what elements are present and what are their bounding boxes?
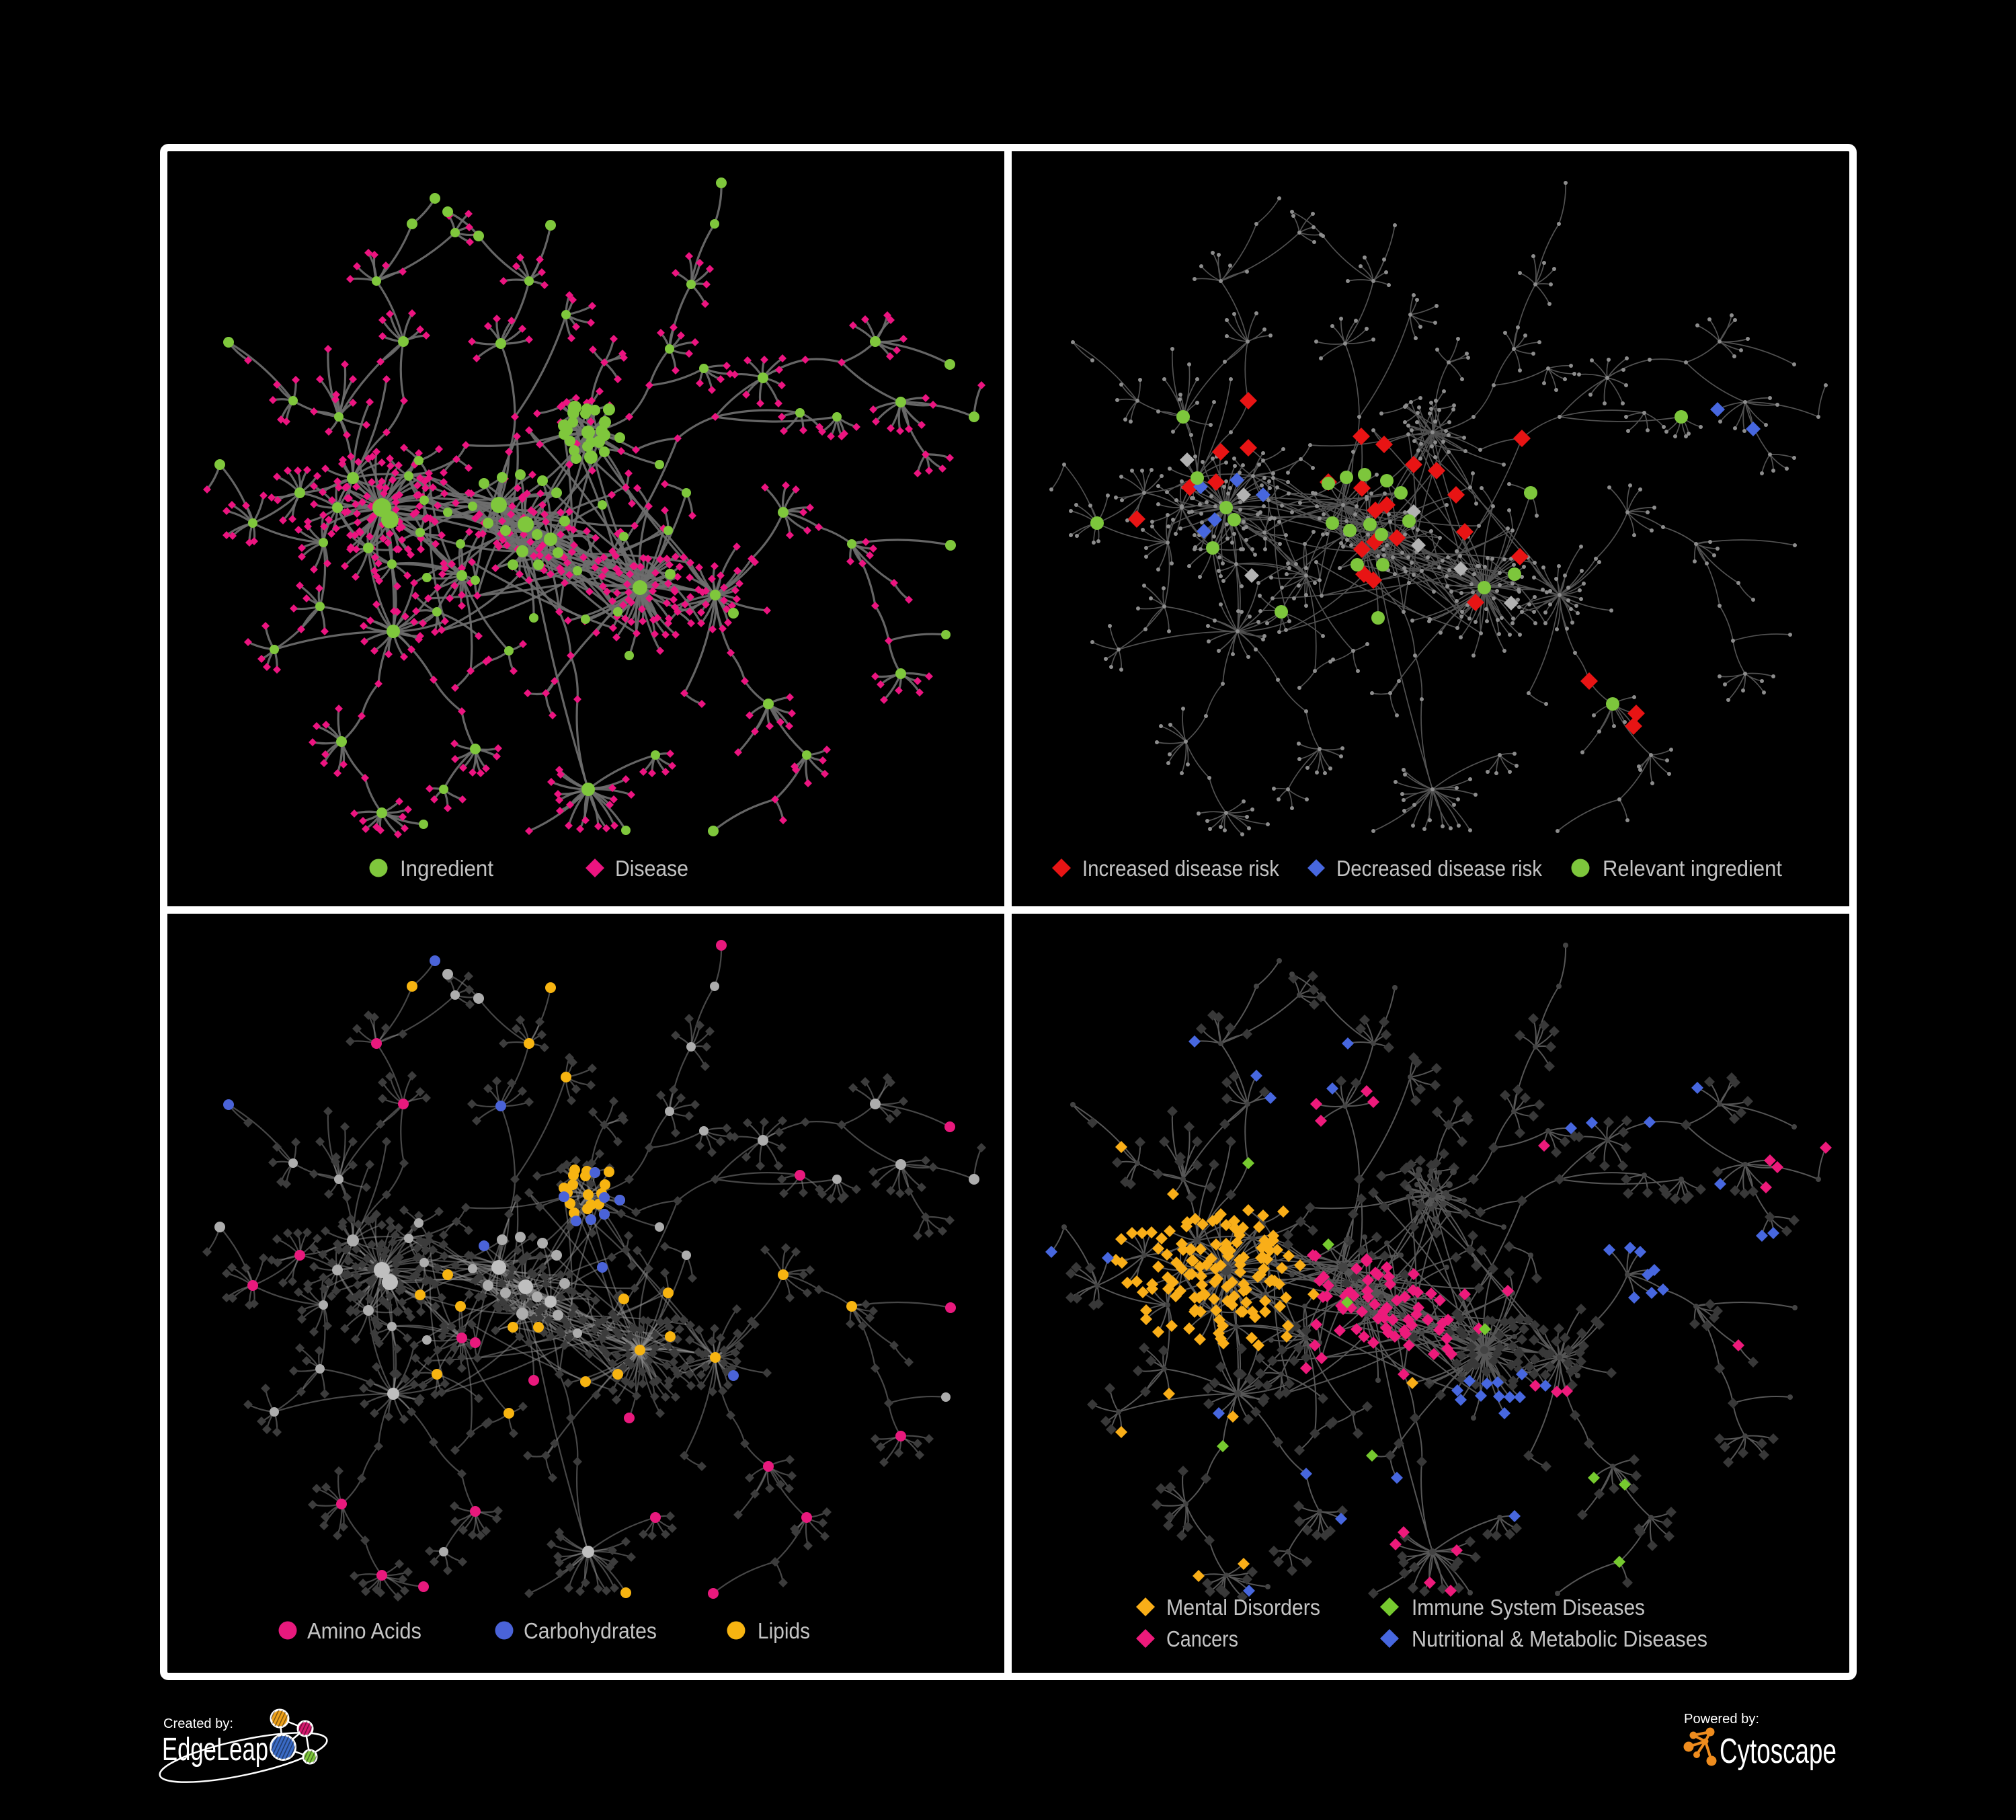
svg-text:Created by:: Created by:	[163, 1716, 233, 1731]
svg-text:Cancers: Cancers	[1166, 1626, 1238, 1651]
svg-text:Mental Disorders: Mental Disorders	[1166, 1595, 1320, 1620]
svg-text:Disease: Disease	[615, 856, 688, 881]
svg-text:Cytoscape: Cytoscape	[1720, 1732, 1837, 1771]
svg-text:Immune System Diseases: Immune System Diseases	[1412, 1595, 1645, 1620]
svg-text:Amino Acids: Amino Acids	[307, 1618, 421, 1643]
svg-text:Nutritional & Metabolic Diseas: Nutritional & Metabolic Diseases	[1412, 1626, 1707, 1651]
svg-text:Increased disease risk: Increased disease risk	[1082, 856, 1279, 881]
svg-text:Decreased disease risk: Decreased disease risk	[1336, 856, 1542, 881]
svg-text:Lipids: Lipids	[758, 1618, 810, 1643]
svg-text:EdgeLeap: EdgeLeap	[162, 1732, 268, 1768]
svg-text:Relevant ingredient: Relevant ingredient	[1603, 856, 1782, 881]
svg-text:Powered by:: Powered by:	[1684, 1712, 1759, 1727]
svg-text:Carbohydrates: Carbohydrates	[524, 1618, 657, 1643]
svg-text:Ingredient: Ingredient	[400, 856, 493, 881]
